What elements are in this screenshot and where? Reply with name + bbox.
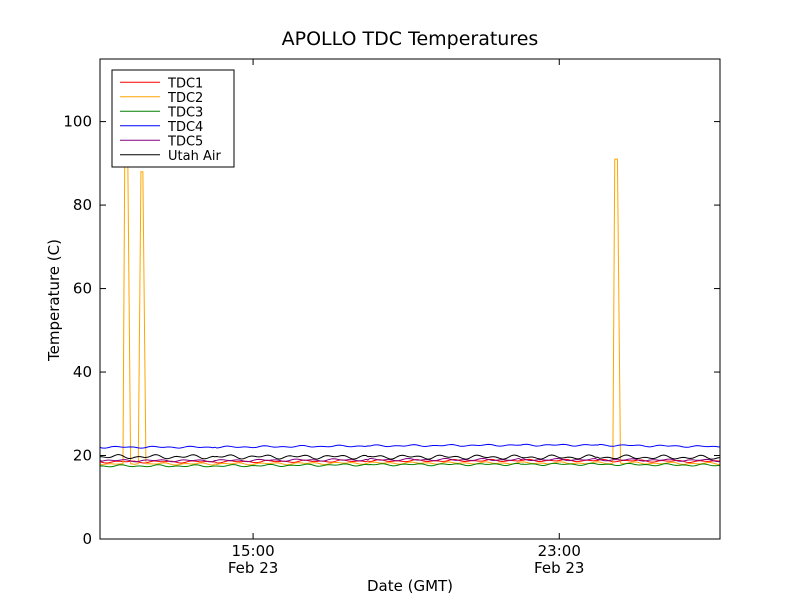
y-tick-label: 100 xyxy=(63,113,92,131)
x-tick-label-date: Feb 23 xyxy=(534,559,584,577)
series-line-utah-air xyxy=(100,454,720,460)
chart-title: APOLLO TDC Temperatures xyxy=(282,28,539,50)
legend-label: TDC1 xyxy=(167,76,203,91)
legend-label: TDC4 xyxy=(167,120,203,135)
legend-box xyxy=(111,69,235,168)
series-lines xyxy=(100,133,720,468)
series-line-tdc3 xyxy=(100,462,720,468)
series-line-tdc4 xyxy=(100,443,720,449)
x-axis-label: Date (GMT) xyxy=(367,577,453,595)
legend-label: TDC5 xyxy=(167,134,203,149)
y-tick-label: 80 xyxy=(73,196,92,214)
x-tick-label-time: 15:00 xyxy=(231,542,274,560)
y-axis-ticks: 0 20 40 60 80 100 xyxy=(63,113,720,548)
x-tick-label-time: 23:00 xyxy=(538,542,581,560)
plot-frame xyxy=(99,58,721,540)
y-axis-label: Temperature (C) xyxy=(45,239,63,362)
x-tick-label-date: Feb 23 xyxy=(228,559,278,577)
y-tick-label: 60 xyxy=(73,280,92,298)
series-line-tdc5 xyxy=(100,457,720,463)
series-line-tdc2 xyxy=(100,133,720,466)
y-tick-label: 20 xyxy=(73,447,92,465)
legend-label: Utah Air xyxy=(168,149,221,164)
y-tick-label: 40 xyxy=(73,363,92,381)
legend-label: TDC3 xyxy=(167,105,203,120)
y-tick-label: 0 xyxy=(82,530,92,548)
legend-label: TDC2 xyxy=(167,91,203,106)
